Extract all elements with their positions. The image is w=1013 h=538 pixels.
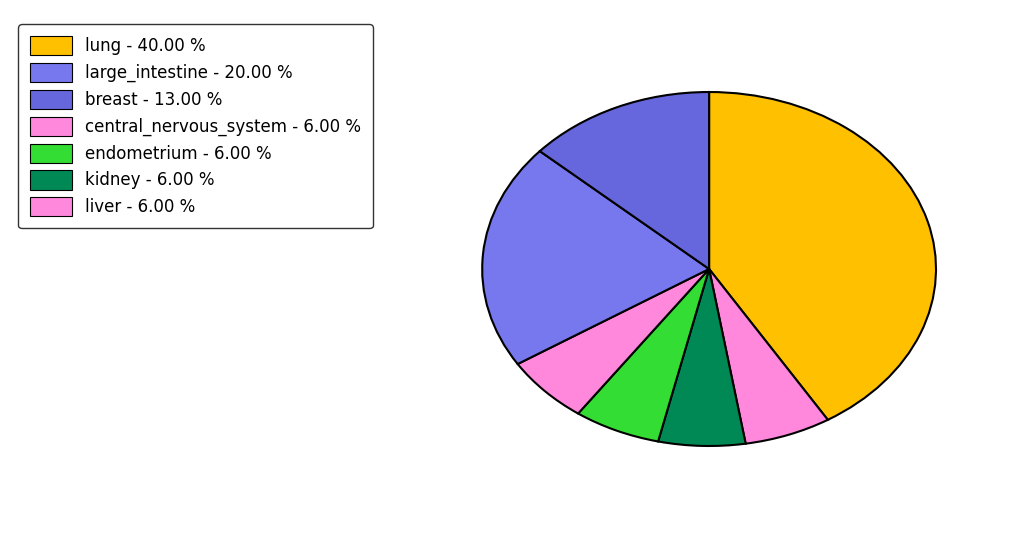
Wedge shape xyxy=(540,92,709,269)
Wedge shape xyxy=(709,269,828,444)
Wedge shape xyxy=(709,92,936,420)
Legend: lung - 40.00 %, large_intestine - 20.00 %, breast - 13.00 %, central_nervous_sys: lung - 40.00 %, large_intestine - 20.00 … xyxy=(18,24,373,228)
Wedge shape xyxy=(578,269,709,442)
Wedge shape xyxy=(658,269,746,446)
Wedge shape xyxy=(518,269,709,414)
Wedge shape xyxy=(482,151,709,364)
